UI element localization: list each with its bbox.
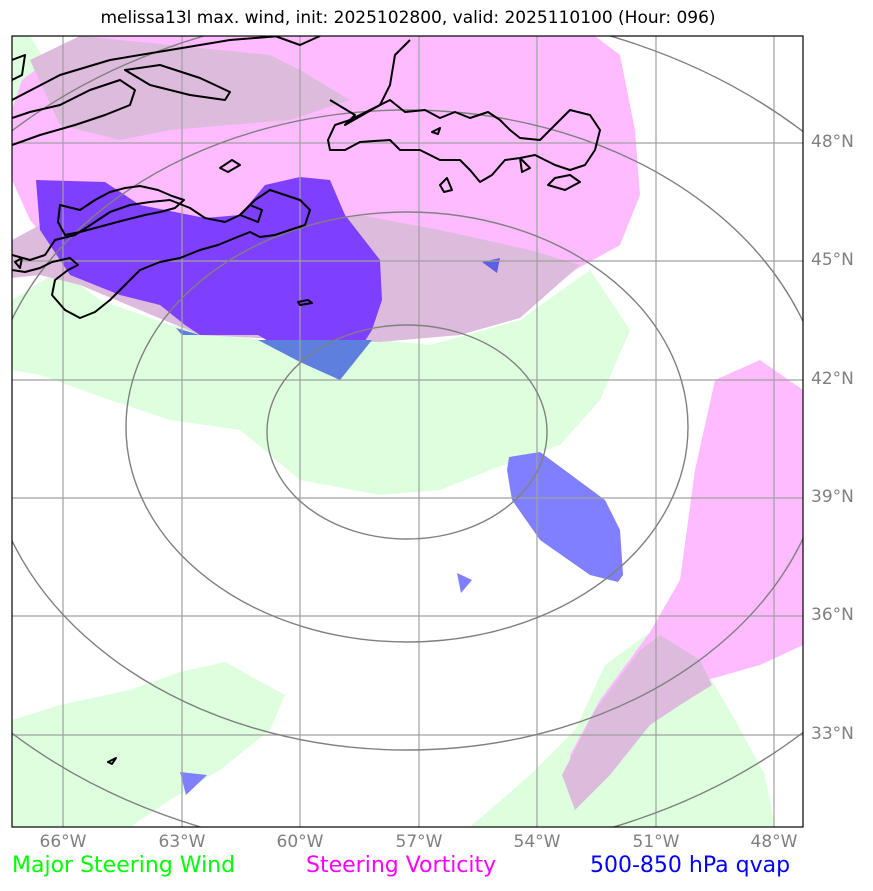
steering-wind-region-southwest: [12, 662, 285, 827]
lon-label-66w: 66°W: [39, 832, 87, 852]
qvap-patch-small-1: [482, 258, 500, 273]
lat-label-45n: 45°N: [811, 250, 854, 270]
legend-major-steering-wind: Major Steering Wind: [12, 853, 236, 878]
map-title: melissa13l max. wind, init: 2025102800, …: [100, 8, 716, 28]
lat-label-48n: 48°N: [811, 132, 854, 152]
lat-label-36n: 36°N: [811, 605, 854, 625]
lon-label-51w: 51°W: [632, 832, 680, 852]
qvap-patch-small-3: [180, 772, 207, 795]
qvap-patch-small-2: [457, 573, 472, 593]
lat-label-42n: 42°N: [811, 369, 854, 389]
lon-label-57w: 57°W: [395, 832, 443, 852]
map-frame: [11, 35, 804, 828]
steering-wind-region-central: [12, 270, 630, 495]
lon-label-48w: 48°W: [750, 832, 798, 852]
lon-label-54w: 54°W: [513, 832, 561, 852]
graticule: [12, 36, 803, 827]
lat-label-33n: 33°N: [811, 724, 854, 744]
lon-label-63w: 63°W: [158, 832, 206, 852]
qvap-over-wind-segment: [258, 340, 372, 380]
legend-qvap: 500-850 hPa qvap: [590, 853, 791, 878]
vorticity-wind-overlap-southeast: [562, 635, 712, 810]
lon-label-60w: 60°W: [276, 832, 324, 852]
lat-label-39n: 39°N: [811, 487, 854, 507]
range-rings: [12, 36, 803, 827]
coastline: [12, 36, 601, 765]
legend-steering-vorticity: Steering Vorticity: [306, 853, 497, 878]
qvap-region-east: [507, 452, 623, 582]
